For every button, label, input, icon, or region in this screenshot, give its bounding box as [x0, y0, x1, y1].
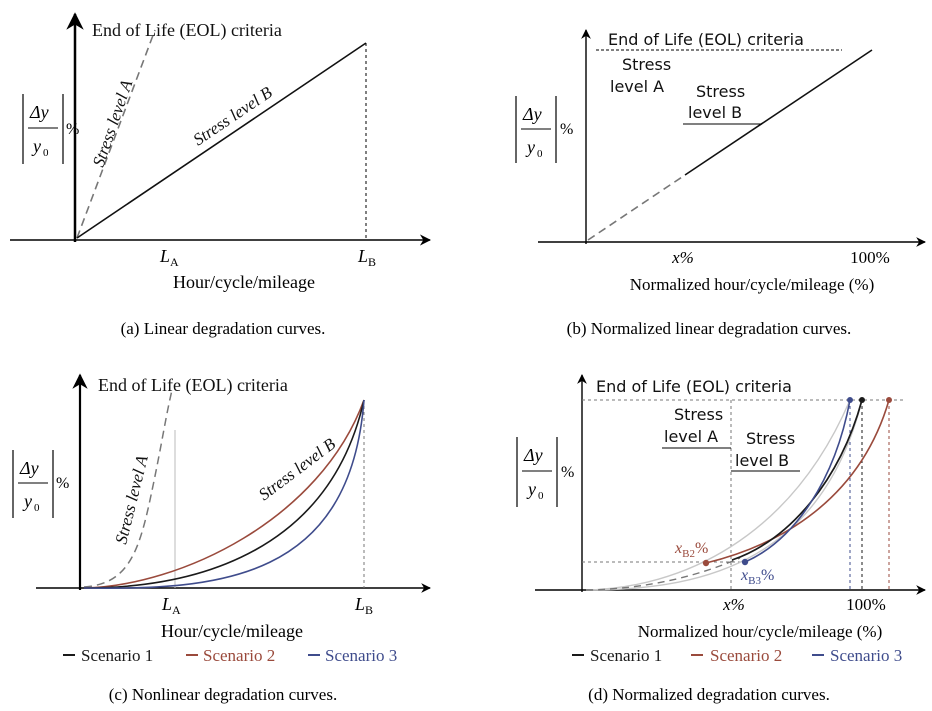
- legend-d-label-3: Scenario 3: [830, 646, 902, 665]
- panel-c-scenario2: [83, 399, 365, 589]
- panel-c-stress-b: Stress level B: [255, 434, 340, 504]
- panel-b-y-pct: %: [560, 121, 573, 138]
- panel-a-y-num: Δy: [29, 102, 49, 122]
- panel-b-solid-line: [684, 49, 873, 176]
- panel-d-bg-curve-2: [585, 399, 863, 591]
- panel-b-stress-a-1: Stress: [622, 55, 671, 74]
- panel-d-scenario3: [744, 399, 851, 563]
- panel-d-stress-b-2: level B: [735, 451, 789, 470]
- caption-a: (a) Linear degradation curves.: [121, 319, 326, 338]
- panel-a-stress-a: Stress level A: [89, 77, 137, 169]
- panel-b-xlabel: Normalized hour/cycle/mileage (%): [630, 275, 875, 294]
- legend-c-label-1: Scenario 1: [81, 646, 153, 665]
- panel-c-scenario3: [83, 399, 365, 589]
- legend-c-label-2: Scenario 2: [203, 646, 275, 665]
- legend-d-label-2: Scenario 2: [710, 646, 782, 665]
- panel-d-y-label: Δy y 0 %: [516, 437, 574, 507]
- panel-d-stress-a-1: Stress: [674, 405, 723, 424]
- panel-c-y-label: Δy y 0 %: [12, 450, 69, 518]
- panel-d-bg-curve-1: [585, 399, 851, 591]
- panel-d-xb2-label: xB2%: [674, 540, 708, 560]
- panel-d-y-den: y: [526, 479, 536, 499]
- panel-d-stress-a-2: level A: [664, 427, 718, 446]
- panel-a-tick-la: LA: [159, 246, 179, 269]
- panel-c-tick-lb: LB: [354, 594, 373, 617]
- panel-d-y-pct: %: [561, 464, 574, 481]
- panel-d-stress-b-1: Stress: [746, 429, 795, 448]
- panel-b-y-num: Δy: [522, 104, 542, 124]
- panel-a-stress-b: Stress level B: [190, 82, 277, 149]
- panel-b-tick-100: 100%: [850, 248, 890, 267]
- panel-b-stress-b-1: Stress: [696, 82, 745, 101]
- panel-b-stress-b-2: level B: [688, 103, 742, 122]
- panel-b-y-label: Δy y 0 %: [515, 96, 573, 163]
- panel-b-stress-a-2: level A: [610, 77, 664, 96]
- panel-b-y-den: y: [525, 137, 535, 157]
- panel-a-xlabel: Hour/cycle/mileage: [173, 272, 315, 292]
- panel-b-tick-x: x%: [671, 248, 694, 267]
- panel-a-eol-label: End of Life (EOL) criteria: [92, 20, 282, 41]
- panel-d: End of Life (EOL) criteria Stress level …: [516, 374, 926, 704]
- panel-b: End of Life (EOL) criteria Stress level …: [515, 29, 926, 338]
- panel-c-legend: Scenario 1 Scenario 2 Scenario 3: [63, 646, 397, 665]
- panel-d-xlabel: Normalized hour/cycle/mileage (%): [638, 622, 883, 641]
- panel-c-y-den-sub: 0: [34, 502, 40, 514]
- panel-a: End of Life (EOL) criteria Stress level …: [10, 12, 432, 338]
- panel-a-y-label: Δy y 0 %: [22, 94, 79, 164]
- panel-a-tick-lb: LB: [357, 246, 376, 269]
- panel-d-y-num: Δy: [523, 445, 543, 465]
- panel-a-y-den: y: [31, 136, 41, 156]
- panel-c-tick-la: LA: [161, 594, 181, 617]
- panel-a-dashed-line: [76, 29, 156, 239]
- panel-d-scenario1: [731, 399, 863, 561]
- panel-d-scenario2: [705, 399, 890, 564]
- panel-c-y-pct: %: [56, 475, 69, 492]
- legend-d-label-1: Scenario 1: [590, 646, 662, 665]
- panel-c-scenario1: [83, 399, 365, 589]
- panel-b-y-den-sub: 0: [537, 148, 543, 160]
- panel-d-legend: Scenario 1 Scenario 2 Scenario 3: [572, 646, 902, 665]
- panel-c-stress-a-curve: [83, 389, 173, 588]
- panel-c-y-num: Δy: [19, 458, 39, 478]
- caption-d: (d) Normalized degradation curves.: [588, 685, 830, 704]
- panel-d-y-den-sub: 0: [538, 490, 544, 502]
- panel-d-eol-point-s1: [859, 397, 865, 403]
- panel-d-eol-label: End of Life (EOL) criteria: [596, 377, 792, 396]
- panel-d-tick-100: 100%: [846, 595, 886, 614]
- legend-c-label-3: Scenario 3: [325, 646, 397, 665]
- panel-d-dashed-curve: [585, 557, 741, 591]
- panel-d-eol-point-s3: [847, 397, 853, 403]
- panel-a-solid-line: [76, 42, 367, 239]
- panel-d-point-xb3: [741, 558, 749, 566]
- panel-d-xb3-label: xB3%: [740, 567, 774, 587]
- panel-c: End of Life (EOL) criteria Stress level …: [12, 373, 431, 704]
- panel-d-point-xb2: [702, 559, 710, 567]
- caption-b: (b) Normalized linear degradation curves…: [567, 319, 852, 338]
- caption-c: (c) Nonlinear degradation curves.: [109, 685, 337, 704]
- panel-d-eol-point-s2: [886, 397, 892, 403]
- panel-c-xlabel: Hour/cycle/mileage: [161, 621, 303, 641]
- panel-c-eol-label: End of Life (EOL) criteria: [98, 375, 288, 396]
- panel-c-stress-a: Stress level A: [111, 453, 152, 546]
- panel-b-eol-label: End of Life (EOL) criteria: [608, 30, 804, 49]
- panel-c-y-den: y: [22, 491, 32, 511]
- panel-a-y-den-sub: 0: [43, 147, 49, 159]
- panel-a-y-pct: %: [66, 121, 79, 138]
- panel-d-tick-x: x%: [722, 595, 745, 614]
- panel-b-dashed-line: [587, 174, 686, 241]
